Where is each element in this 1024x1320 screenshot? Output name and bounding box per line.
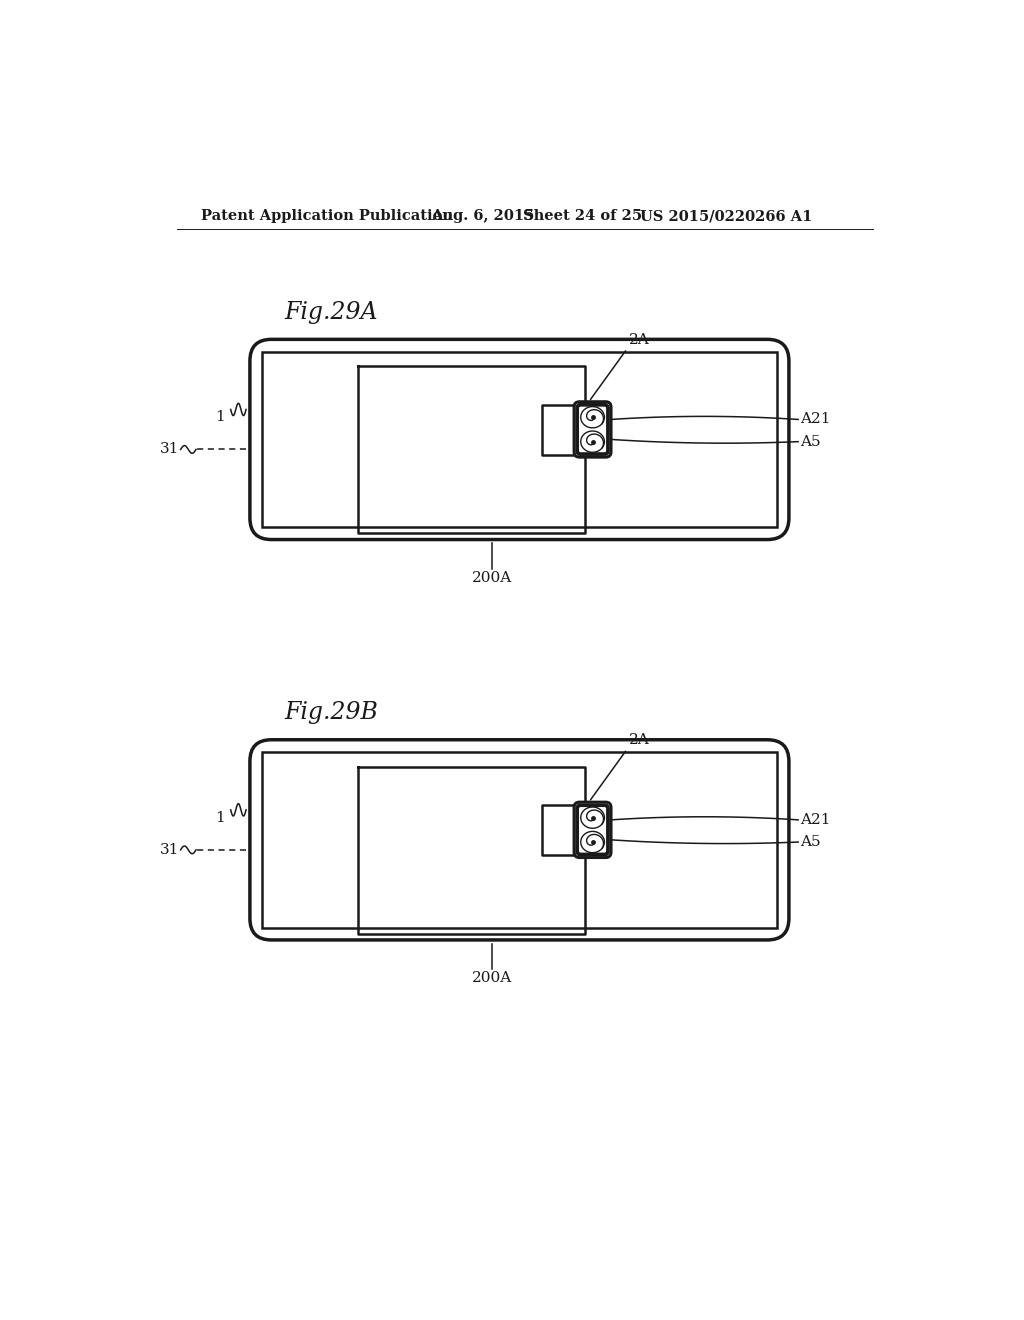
FancyBboxPatch shape (574, 401, 611, 457)
FancyBboxPatch shape (250, 739, 788, 940)
FancyBboxPatch shape (578, 405, 608, 454)
Text: Aug. 6, 2015: Aug. 6, 2015 (431, 209, 535, 223)
Text: A21: A21 (800, 813, 830, 826)
Text: Fig.29B: Fig.29B (285, 701, 379, 725)
Text: 31: 31 (160, 843, 179, 857)
Text: 200A: 200A (472, 572, 513, 585)
Text: 200A: 200A (472, 972, 513, 986)
Text: 2A: 2A (629, 734, 649, 747)
Text: Patent Application Publication: Patent Application Publication (202, 209, 454, 223)
Text: 1: 1 (215, 810, 225, 825)
Text: Fig.29A: Fig.29A (285, 301, 378, 323)
Text: 2A: 2A (629, 333, 649, 347)
Bar (262, 351, 776, 527)
FancyBboxPatch shape (578, 805, 608, 854)
Text: A21: A21 (800, 412, 830, 426)
Text: 31: 31 (160, 442, 179, 457)
FancyBboxPatch shape (250, 339, 788, 540)
Text: Sheet 24 of 25: Sheet 24 of 25 (523, 209, 642, 223)
Text: US 2015/0220266 A1: US 2015/0220266 A1 (640, 209, 813, 223)
FancyBboxPatch shape (574, 803, 611, 858)
Text: 1: 1 (215, 411, 225, 424)
Text: A5: A5 (800, 434, 820, 449)
Bar (262, 752, 776, 928)
Text: A5: A5 (800, 836, 820, 849)
